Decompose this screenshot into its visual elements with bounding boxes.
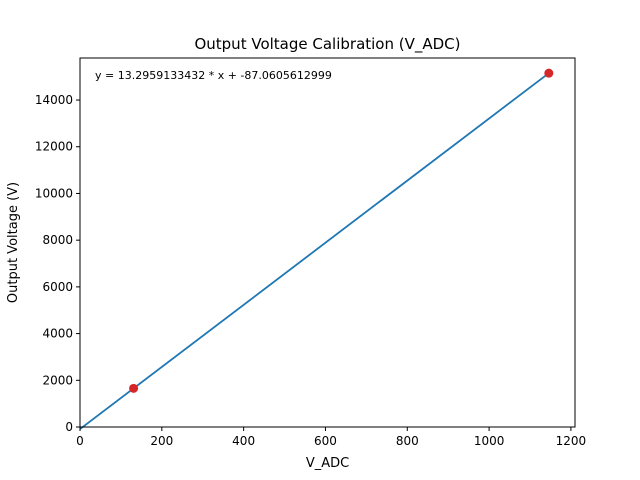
chart-title: Output Voltage Calibration (V_ADC)	[194, 35, 460, 54]
x-axis: 0 200 400 600 800 1000 1200	[76, 427, 586, 448]
fit-equation-annotation: y = 13.2959133432 * x + -87.0605612999	[95, 69, 332, 82]
fit-line	[79, 72, 550, 430]
y-tick-label: 0	[65, 420, 73, 434]
y-axis-label: Output Voltage (V)	[6, 182, 21, 303]
x-tick-label: 1000	[474, 434, 505, 448]
y-tick-label: 10000	[35, 186, 73, 200]
x-tick-label: 400	[232, 434, 255, 448]
plot-area	[79, 68, 554, 430]
x-tick-label: 800	[396, 434, 419, 448]
y-tick-label: 14000	[35, 93, 73, 107]
plot-frame	[79, 57, 576, 428]
x-axis-label: V_ADC	[306, 456, 349, 471]
x-tick-label: 1200	[556, 434, 587, 448]
x-tick-label: 600	[314, 434, 337, 448]
x-tick-label: 200	[150, 434, 173, 448]
y-tick-label: 2000	[42, 373, 73, 387]
y-tick-label: 8000	[42, 233, 73, 247]
y-tick-label: 4000	[42, 327, 73, 341]
data-point	[129, 383, 139, 393]
y-tick-label: 12000	[35, 140, 73, 154]
x-tick-label: 0	[76, 434, 84, 448]
y-tick-label: 6000	[42, 280, 73, 294]
y-axis: 0 2000 4000 6000 8000 10000 12000 14000	[35, 93, 80, 434]
data-point	[544, 68, 554, 78]
